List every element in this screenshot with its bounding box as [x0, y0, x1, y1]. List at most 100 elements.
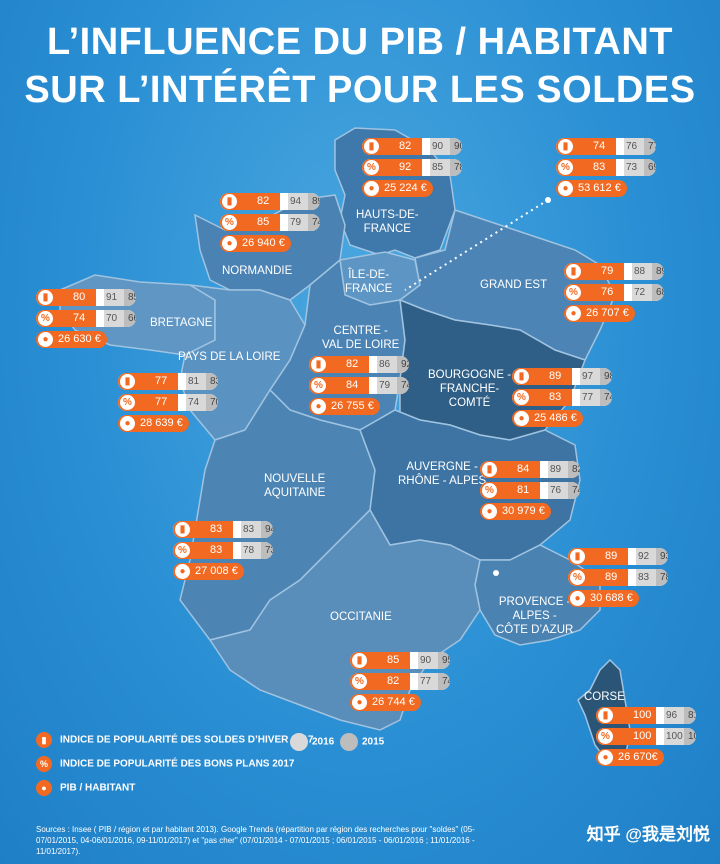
value-2016: 89: [550, 464, 562, 475]
tag-icon: ▮: [38, 290, 53, 305]
person-icon: ●: [364, 181, 379, 196]
hiver-bar-hdf: ▮ 82 90 90: [362, 138, 462, 155]
pib-badge-cvl: ● 26 755 €: [309, 398, 380, 415]
value-2016: 79: [379, 380, 391, 391]
value-2017: 82: [387, 675, 400, 687]
value-2016: 74: [188, 397, 200, 408]
value-2016: 77: [582, 392, 594, 403]
percent-icon: %: [570, 570, 585, 585]
value-2015: 83: [210, 376, 218, 387]
pib-badge-na: ● 27 008 €: [173, 563, 244, 580]
value-2015: 92: [401, 359, 409, 370]
bons-bar-paca: % 89 83 78: [568, 569, 668, 586]
percent-icon: %: [175, 543, 190, 558]
value-2016: 70: [106, 313, 118, 324]
hiver-bar-grandest: ▮ 79 88 89: [564, 263, 664, 280]
bons-bar-occitanie: % 82 77 74: [350, 673, 450, 690]
value-2017: 83: [210, 523, 223, 535]
value-2015: 68: [656, 287, 664, 298]
percent-icon: %: [514, 390, 529, 405]
person-icon: ●: [566, 306, 581, 321]
label-hdf: HAUTS-DE- FRANCE: [356, 209, 419, 235]
value-2015: 100: [688, 731, 696, 742]
value-2016: 94: [290, 196, 302, 207]
label-cvl: CENTRE - VAL DE LOIRE: [322, 325, 400, 351]
sources-text: Sources : Insee ( PIB / région et par ha…: [36, 825, 475, 856]
value-2015: 82: [572, 464, 580, 475]
value-2015: 74: [312, 217, 320, 228]
tag-icon: ▮: [570, 549, 585, 564]
hiver-bar-normandie: ▮ 82 94 89: [220, 193, 320, 210]
legend-2015: 2015: [340, 733, 384, 751]
value-2017: 83: [549, 391, 562, 403]
tag-icon: ▮: [311, 357, 326, 372]
hiver-bar-cvl: ▮ 82 86 92: [309, 356, 409, 373]
label-corse: CORSE: [584, 691, 625, 703]
pib-badge-idf: ● 53 612 €: [556, 180, 627, 197]
value-2017: 82: [346, 358, 359, 370]
value-2015: 73: [265, 545, 273, 556]
person-icon: ●: [311, 399, 326, 414]
tag-icon: ▮: [364, 139, 379, 154]
percent-icon: %: [482, 483, 497, 498]
hiver-bar-pdl: ▮ 77 81 83: [118, 373, 218, 390]
label-grandest: GRAND EST: [480, 279, 548, 291]
pib-badge-occitanie: ● 26 744 €: [350, 694, 421, 711]
hiver-bar-ara: ▮ 84 89 82: [480, 461, 580, 478]
value-2015: 89: [656, 266, 664, 277]
pib-badge-normandie: ● 26 940 €: [220, 235, 291, 252]
tag-icon: ▮: [352, 653, 367, 668]
value-2015: 94: [265, 524, 273, 535]
value-2017: 84: [346, 379, 359, 391]
value-2015: 85: [128, 292, 136, 303]
value-2017: 85: [387, 654, 400, 666]
value-2017: 85: [257, 216, 270, 228]
pib-badge-grandest: ● 26 707 €: [564, 305, 635, 322]
value-2017: 100: [633, 730, 652, 742]
value-2016: 79: [290, 217, 302, 228]
tag-icon: ▮: [222, 194, 237, 209]
value-2017: 92: [399, 161, 412, 173]
value-2016: 90: [420, 655, 432, 666]
value-2017: 89: [605, 571, 618, 583]
value-2017: 74: [593, 140, 606, 152]
label-occitanie: OCCITANIE: [330, 611, 392, 623]
tag-icon: ▮: [566, 264, 581, 279]
value-2017: 84: [517, 463, 530, 475]
percent-icon: %: [558, 160, 573, 175]
value-2015: 93: [660, 551, 668, 562]
hiver-bar-occitanie: ▮ 85 90 95: [350, 652, 450, 669]
bons-bar-idf: % 83 73 69: [556, 159, 656, 176]
value-2016: 81: [188, 376, 200, 387]
bons-bar-cvl: % 84 79 74: [309, 377, 409, 394]
value-2016: 86: [379, 359, 391, 370]
legend-bons: % INDICE DE POPULARITÉ DES BONS PLANS 201…: [36, 756, 295, 772]
pib-badge-ara: ● 30 979 €: [480, 503, 551, 520]
value-2015: 74: [572, 485, 580, 496]
value-2017: 80: [73, 291, 86, 303]
value-2015: 81: [688, 710, 696, 721]
value-2016: 83: [243, 524, 255, 535]
marseille-dot: [493, 570, 499, 576]
person-icon: ●: [352, 695, 367, 710]
value-2015: 77: [648, 141, 656, 152]
value-2016: 76: [626, 141, 638, 152]
title-line-1: L’INFLUENCE DU PIB / HABITANT: [46, 21, 673, 63]
idf-callout-line: [404, 199, 549, 291]
tag-icon: ▮: [120, 374, 135, 389]
percent-icon: %: [311, 378, 326, 393]
value-2015: 66: [128, 313, 136, 324]
bons-bar-normandie: % 85 79 74: [220, 214, 320, 231]
value-2015: 74: [442, 676, 450, 687]
value-2016: 100: [666, 731, 683, 742]
person-icon: ●: [36, 780, 52, 796]
value-2016: 90: [432, 141, 444, 152]
pib-badge-corse: ● 26 670€: [596, 749, 664, 766]
value-2016: 92: [638, 551, 650, 562]
person-icon: ●: [558, 181, 573, 196]
value-2017: 77: [155, 396, 168, 408]
value-2017: 100: [633, 709, 652, 721]
value-2017: 77: [155, 375, 168, 387]
value-2016: 97: [582, 371, 594, 382]
label-paca: PROVENCE - ALPES - CÔTE D’AZUR: [496, 596, 574, 636]
